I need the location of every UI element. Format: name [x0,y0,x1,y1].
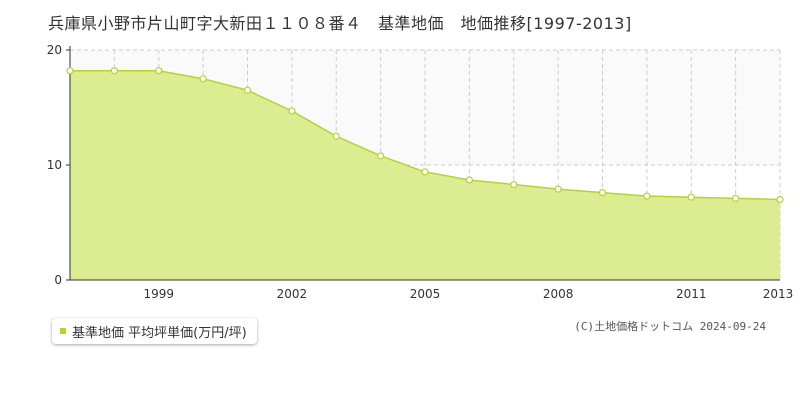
copyright-notice: (C)土地価格ドットコム 2024-09-24 [574,320,766,333]
data-point [421,168,429,176]
marker-layer [66,67,784,204]
data-point [554,185,562,193]
data-point [377,152,385,160]
data-point [199,75,207,83]
legend-label: 基準地価 平均坪単価(万円/坪) [72,325,247,341]
data-point [643,192,651,200]
x-tick-label: 2011 [676,287,707,301]
data-point [465,176,473,184]
data-point [332,132,340,140]
data-point [110,67,118,75]
data-point [288,107,296,115]
x-tick-label: 2013 [763,287,794,301]
x-tick-label: 2008 [543,287,574,301]
legend-swatch [60,328,66,334]
data-point [732,194,740,202]
x-tick-label: 2002 [277,287,308,301]
data-point [598,189,607,197]
chart-legend: 基準地価 平均坪単価(万円/坪) [52,318,257,344]
data-point [776,195,784,204]
label-layer: 0 10 20 1999 2002 2005 2008 2011 2013 [47,43,794,301]
x-tick-label: 2005 [410,287,441,301]
axis-layer [66,46,780,281]
data-point [243,86,252,94]
y-tick-label: 10 [47,158,62,172]
y-tick-label: 20 [47,43,62,57]
y-tick-label: 0 [54,273,62,287]
data-point [687,193,695,201]
x-tick-label: 1999 [143,287,174,301]
data-point [510,180,518,189]
chart-title: 兵庫県小野市片山町字大新田１１０８番４ 基準地価 地価推移[1997-2013] [48,14,632,33]
data-point [66,67,74,75]
data-point [155,67,163,75]
